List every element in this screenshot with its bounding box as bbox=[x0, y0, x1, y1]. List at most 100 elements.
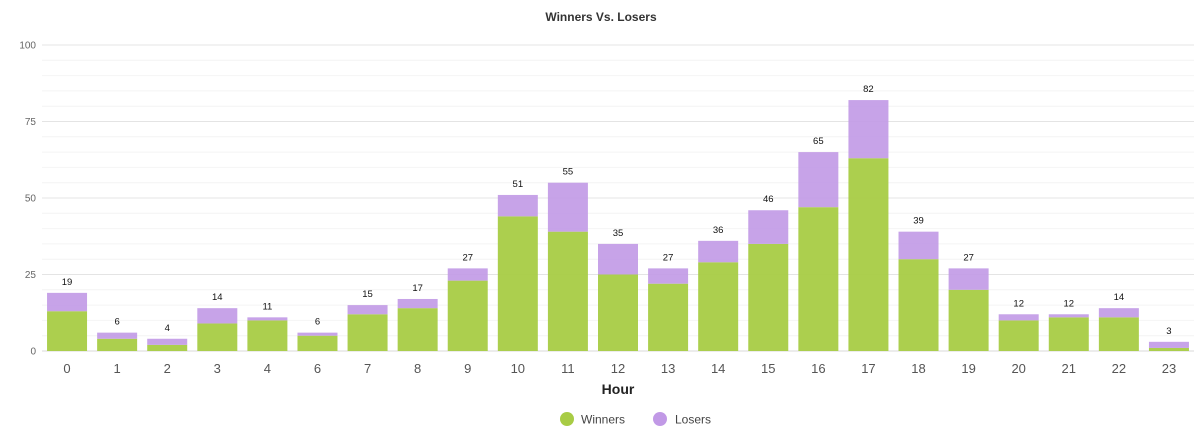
bar-segment-losers[interactable] bbox=[397, 298, 438, 309]
bar-total-label: 27 bbox=[462, 252, 473, 263]
x-tick-label: 18 bbox=[911, 361, 925, 376]
bar-total-label: 51 bbox=[513, 179, 524, 190]
bar-segment-losers[interactable] bbox=[798, 152, 839, 208]
bar-segment-losers[interactable] bbox=[1048, 314, 1089, 318]
bar-segment-winners[interactable] bbox=[347, 314, 388, 351]
bar-total-label: 14 bbox=[1114, 292, 1125, 303]
bar-total-label: 27 bbox=[963, 252, 974, 263]
bar-segment-losers[interactable] bbox=[1148, 341, 1189, 348]
x-tick-label: 12 bbox=[611, 361, 625, 376]
bar-total-label: 65 bbox=[813, 136, 824, 147]
bar-segment-winners[interactable] bbox=[297, 335, 338, 351]
bar-total-label: 19 bbox=[62, 277, 73, 288]
bar-total-label: 27 bbox=[663, 252, 674, 263]
bar-segment-winners[interactable] bbox=[47, 311, 88, 351]
bar-total-label: 46 bbox=[763, 194, 774, 205]
x-axis-ticks: 0 1 2 3 4 6 7 8 9 10 11 12 13 14 15 16 17 18 19 20 21 22 23 bbox=[63, 361, 1176, 376]
bar-segment-winners[interactable] bbox=[698, 262, 739, 351]
y-tick-label: 25 bbox=[25, 270, 37, 281]
legend-swatch-icon bbox=[560, 412, 574, 426]
bar-segment-winners[interactable] bbox=[447, 280, 488, 351]
bar-segment-winners[interactable] bbox=[197, 323, 238, 351]
x-tick-label: 20 bbox=[1011, 361, 1025, 376]
x-tick-label: 6 bbox=[314, 361, 321, 376]
x-tick-label: 7 bbox=[364, 361, 371, 376]
x-tick-label: 8 bbox=[414, 361, 421, 376]
legend-label: Winners bbox=[581, 413, 625, 427]
bar-segment-winners[interactable] bbox=[147, 344, 188, 351]
legend-item-losers[interactable]: Losers bbox=[653, 412, 711, 427]
bar-segment-losers[interactable] bbox=[748, 210, 789, 244]
y-axis-ticks: 0 25 50 75 100 bbox=[19, 41, 36, 358]
bar-total-label: 39 bbox=[913, 216, 924, 227]
bar-segment-winners[interactable] bbox=[998, 320, 1039, 351]
bar-segment-losers[interactable] bbox=[1098, 308, 1139, 318]
bar-total-label: 4 bbox=[165, 323, 170, 334]
bar-segment-winners[interactable] bbox=[798, 207, 839, 351]
x-tick-label: 21 bbox=[1062, 361, 1076, 376]
grid-lines bbox=[42, 44, 1194, 352]
bar-total-label: 6 bbox=[315, 317, 320, 328]
bar-segment-winners[interactable] bbox=[848, 158, 889, 351]
y-tick-label: 50 bbox=[25, 194, 37, 205]
bar-segment-losers[interactable] bbox=[848, 100, 889, 159]
bar-segment-winners[interactable] bbox=[898, 259, 939, 351]
bar-segment-winners[interactable] bbox=[497, 216, 538, 351]
x-tick-label: 14 bbox=[711, 361, 725, 376]
x-tick-label: 22 bbox=[1112, 361, 1126, 376]
legend-swatch-icon bbox=[653, 412, 667, 426]
bar-segment-losers[interactable] bbox=[47, 292, 88, 312]
bar-segment-losers[interactable] bbox=[447, 268, 488, 281]
legend: Winners Losers bbox=[560, 412, 711, 427]
legend-item-winners[interactable]: Winners bbox=[560, 412, 625, 427]
bar-total-label: 17 bbox=[412, 283, 423, 294]
x-tick-label: 9 bbox=[464, 361, 471, 376]
bar-segment-winners[interactable] bbox=[948, 289, 989, 351]
bar-segment-losers[interactable] bbox=[197, 308, 238, 324]
bar-segment-winners[interactable] bbox=[397, 308, 438, 351]
bar-segment-losers[interactable] bbox=[998, 314, 1039, 321]
x-tick-label: 11 bbox=[561, 361, 575, 376]
bar-segment-losers[interactable] bbox=[598, 243, 638, 275]
bar-segment-winners[interactable] bbox=[648, 283, 689, 351]
bar-segment-losers[interactable] bbox=[948, 268, 989, 290]
bar-segment-losers[interactable] bbox=[97, 332, 138, 339]
bar-segment-winners[interactable] bbox=[748, 243, 789, 351]
bar-segment-winners[interactable] bbox=[547, 231, 588, 351]
bars: 19 6 4 14 11 6 15 17 27 51 55 35 27 36 46 65 82 39 27 12 12 1… bbox=[47, 84, 1189, 351]
bar-segment-winners[interactable] bbox=[97, 338, 138, 351]
bar-segment-winners[interactable] bbox=[1048, 317, 1089, 351]
bar-total-label: 35 bbox=[613, 228, 624, 239]
x-tick-label: 2 bbox=[164, 361, 171, 376]
bar-total-label: 12 bbox=[1013, 298, 1024, 309]
legend-label: Losers bbox=[675, 413, 711, 427]
y-tick-label: 100 bbox=[19, 41, 36, 52]
y-tick-label: 75 bbox=[25, 117, 37, 128]
bar-segment-losers[interactable] bbox=[698, 240, 739, 263]
x-tick-label: 3 bbox=[214, 361, 221, 376]
bar-segment-losers[interactable] bbox=[147, 338, 188, 345]
bar-segment-winners[interactable] bbox=[1148, 347, 1189, 351]
bar-segment-losers[interactable] bbox=[497, 194, 538, 217]
chart-title: Winners Vs. Losers bbox=[545, 10, 657, 24]
bar-segment-losers[interactable] bbox=[898, 231, 939, 260]
bar-segment-winners[interactable] bbox=[247, 320, 288, 351]
bar-segment-losers[interactable] bbox=[297, 332, 338, 336]
bar-total-label: 3 bbox=[1166, 326, 1171, 337]
bar-segment-winners[interactable] bbox=[598, 274, 638, 352]
bar-total-label: 15 bbox=[362, 289, 373, 300]
x-tick-label: 4 bbox=[264, 361, 271, 376]
bar-segment-losers[interactable] bbox=[648, 268, 689, 284]
bar-total-label: 36 bbox=[713, 225, 724, 236]
x-tick-label: 15 bbox=[761, 361, 775, 376]
x-tick-label: 1 bbox=[114, 361, 121, 376]
bar-total-label: 55 bbox=[563, 167, 574, 178]
bar-total-label: 14 bbox=[212, 292, 223, 303]
bar-segment-losers[interactable] bbox=[347, 305, 388, 315]
x-tick-label: 19 bbox=[961, 361, 975, 376]
bar-segment-losers[interactable] bbox=[247, 317, 288, 321]
bar-segment-winners[interactable] bbox=[1098, 317, 1139, 351]
y-tick-label: 0 bbox=[30, 347, 36, 358]
bar-segment-losers[interactable] bbox=[547, 182, 588, 232]
